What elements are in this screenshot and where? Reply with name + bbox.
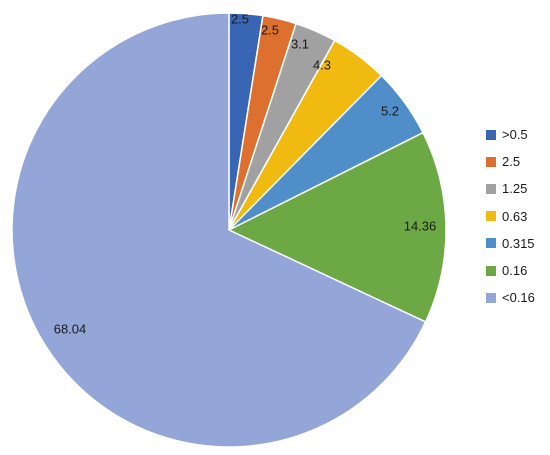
- pie-slice-5: [227, 131, 447, 323]
- legend-swatch-1: [486, 156, 496, 167]
- legend-item-3: 0.63: [486, 203, 535, 230]
- legend-swatch-2: [486, 183, 496, 194]
- data-label-5: 14.36: [404, 218, 437, 233]
- legend: >0.5 2.5 1.25 0.63 0.315 0.16 <0.16: [486, 121, 535, 311]
- data-label-0: 2.5: [231, 11, 249, 26]
- data-label-2: 3.1: [291, 36, 309, 51]
- legend-label-2: 1.25: [502, 181, 528, 197]
- legend-label-4: 0.315: [502, 235, 535, 251]
- legend-item-2: 1.25: [486, 175, 535, 202]
- legend-label-5: 0.16: [502, 263, 528, 279]
- legend-label-0: >0.5: [502, 127, 528, 143]
- legend-item-5: 0.16: [486, 257, 535, 284]
- data-label-6: 68.04: [54, 321, 87, 336]
- legend-item-4: 0.315: [486, 230, 535, 257]
- legend-swatch-3: [486, 211, 496, 222]
- legend-label-6: <0.16: [502, 290, 535, 306]
- legend-item-6: <0.16: [486, 284, 535, 311]
- data-label-4: 5.2: [381, 103, 399, 118]
- data-label-1: 2.5: [261, 22, 279, 37]
- legend-swatch-5: [486, 265, 496, 276]
- legend-swatch-4: [486, 238, 496, 249]
- legend-swatch-0: [486, 129, 496, 140]
- legend-label-3: 0.63: [502, 208, 528, 224]
- pie-slice-6: [11, 12, 427, 448]
- legend-swatch-6: [486, 292, 496, 303]
- legend-label-1: 2.5: [502, 154, 521, 170]
- data-label-3: 4.3: [313, 57, 331, 72]
- legend-item-0: >0.5: [486, 121, 535, 148]
- legend-item-1: 2.5: [486, 148, 535, 175]
